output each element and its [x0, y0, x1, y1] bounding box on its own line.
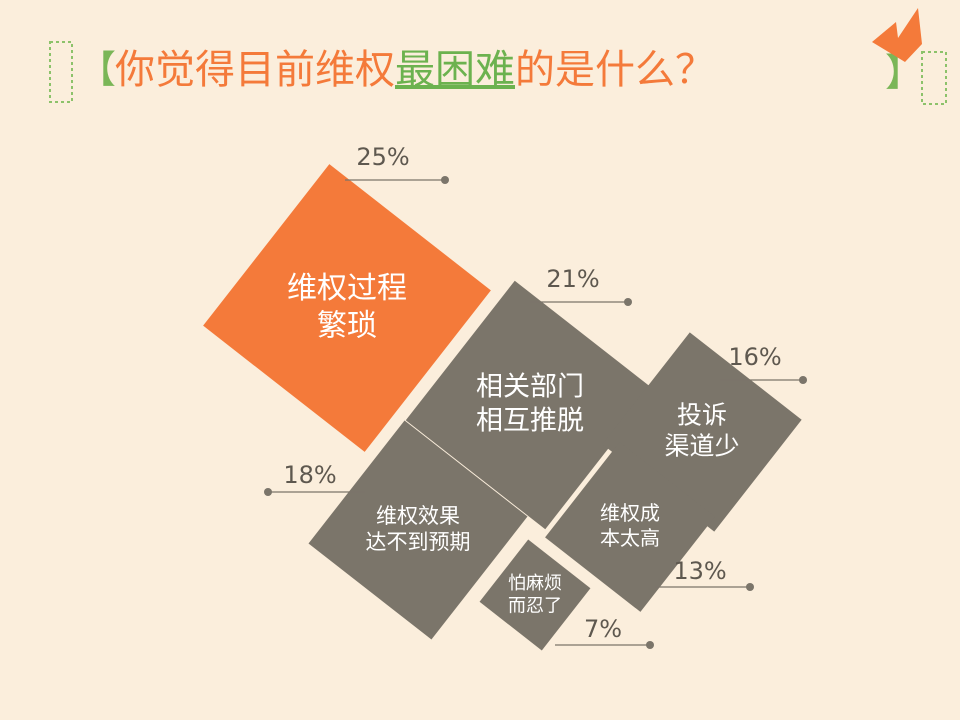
category-label: 投诉	[677, 400, 727, 429]
title-highlight: 最困难	[395, 47, 515, 93]
category-label: 达不到预期	[366, 530, 471, 554]
leader-dot	[264, 488, 272, 496]
diamond	[545, 442, 715, 612]
value-label: 18%	[283, 461, 336, 489]
category-label: 相关部门	[476, 372, 584, 403]
category-label: 怕麻烦	[508, 573, 562, 594]
value-label: 16%	[728, 343, 781, 371]
title-part: 的是什么？	[515, 47, 715, 93]
leader-dot	[646, 641, 654, 649]
value-label: 7%	[584, 615, 622, 643]
category-label: 渠道少	[664, 432, 739, 461]
category-label: 繁琐	[317, 308, 377, 343]
value-label: 25%	[356, 143, 409, 171]
leader-dot	[441, 176, 449, 184]
category-label: 本太高	[600, 526, 660, 550]
left-bracket-deco: 【	[49, 41, 116, 103]
leader-dot	[799, 376, 807, 384]
right-bracket-deco: 】	[872, 8, 947, 105]
title: 你觉得目前维权最困难的是什么？	[115, 47, 715, 93]
value-label: 13%	[673, 557, 726, 585]
leader-dot	[746, 583, 754, 591]
diamond	[479, 539, 591, 651]
leader-dot	[624, 298, 632, 306]
category-label: 相互推脱	[476, 405, 584, 436]
category-label: 维权成	[600, 501, 660, 525]
category-label: 维权过程	[287, 271, 407, 306]
diamond	[203, 164, 491, 452]
title-part: 你觉得目前维权	[115, 47, 395, 93]
diamond	[308, 420, 528, 640]
category-label: 而忍了	[508, 595, 562, 616]
value-label: 21%	[546, 265, 599, 293]
svg-text:【: 【	[78, 48, 116, 92]
category-label: 维权效果	[376, 504, 460, 528]
diamond	[405, 280, 655, 530]
